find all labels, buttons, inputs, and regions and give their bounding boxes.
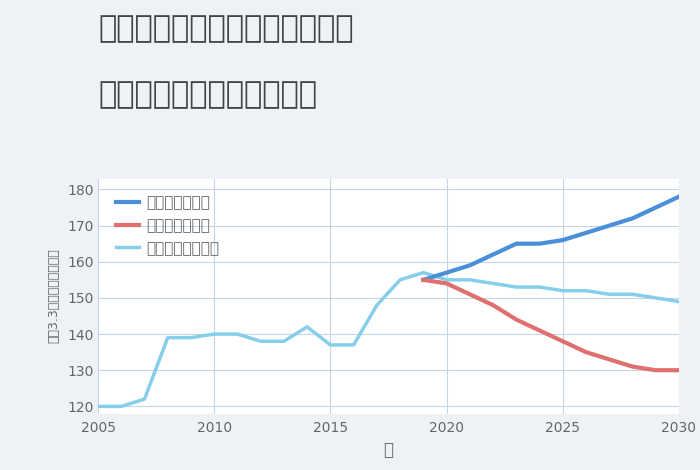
グッドシナリオ <box>605 223 613 228</box>
Legend: グッドシナリオ, バッドシナリオ, ノーマルシナリオ: グッドシナリオ, バッドシナリオ, ノーマルシナリオ <box>111 191 224 260</box>
グッドシナリオ <box>582 230 590 235</box>
グッドシナリオ <box>652 205 660 211</box>
ノーマルシナリオ <box>536 284 544 290</box>
グッドシナリオ <box>629 216 637 221</box>
ノーマルシナリオ <box>372 302 381 308</box>
バッドシナリオ <box>512 317 521 322</box>
ノーマルシナリオ <box>349 342 358 348</box>
ノーマルシナリオ <box>489 281 497 286</box>
グッドシナリオ <box>442 270 451 275</box>
バッドシナリオ <box>582 349 590 355</box>
ノーマルシナリオ <box>466 277 474 282</box>
ノーマルシナリオ <box>210 331 218 337</box>
グッドシナリオ <box>512 241 521 246</box>
ノーマルシナリオ <box>629 291 637 297</box>
グッドシナリオ <box>466 263 474 268</box>
ノーマルシナリオ <box>675 299 683 305</box>
Line: グッドシナリオ: グッドシナリオ <box>424 196 679 280</box>
ノーマルシナリオ <box>303 324 312 329</box>
ノーマルシナリオ <box>442 277 451 282</box>
バッドシナリオ <box>629 364 637 369</box>
ノーマルシナリオ <box>164 335 172 340</box>
バッドシナリオ <box>466 291 474 297</box>
グッドシナリオ <box>559 237 567 243</box>
グッドシナリオ <box>675 194 683 199</box>
バッドシナリオ <box>652 368 660 373</box>
バッドシナリオ <box>442 281 451 286</box>
ノーマルシナリオ <box>419 270 428 275</box>
ノーマルシナリオ <box>559 288 567 293</box>
X-axis label: 年: 年 <box>384 441 393 460</box>
ノーマルシナリオ <box>652 295 660 301</box>
グッドシナリオ <box>489 252 497 258</box>
Line: ノーマルシナリオ: ノーマルシナリオ <box>98 273 679 407</box>
ノーマルシナリオ <box>256 338 265 344</box>
ノーマルシナリオ <box>117 404 125 409</box>
ノーマルシナリオ <box>140 396 148 402</box>
バッドシナリオ <box>559 338 567 344</box>
Y-axis label: 平（3.3㎡）単価（万円）: 平（3.3㎡）単価（万円） <box>48 249 60 344</box>
グッドシナリオ <box>536 241 544 246</box>
Text: 中古マンションの価格推移: 中古マンションの価格推移 <box>98 80 317 109</box>
ノーマルシナリオ <box>233 331 242 337</box>
ノーマルシナリオ <box>187 335 195 340</box>
バッドシナリオ <box>489 302 497 308</box>
ノーマルシナリオ <box>582 288 590 293</box>
バッドシナリオ <box>419 277 428 282</box>
ノーマルシナリオ <box>396 277 405 282</box>
Text: 神奈川県横浜市緑区東本郷町の: 神奈川県横浜市緑区東本郷町の <box>98 14 354 43</box>
バッドシナリオ <box>605 357 613 362</box>
Line: バッドシナリオ: バッドシナリオ <box>424 280 679 370</box>
ノーマルシナリオ <box>512 284 521 290</box>
ノーマルシナリオ <box>94 404 102 409</box>
グッドシナリオ <box>419 277 428 282</box>
ノーマルシナリオ <box>280 338 288 344</box>
ノーマルシナリオ <box>605 291 613 297</box>
ノーマルシナリオ <box>326 342 335 348</box>
バッドシナリオ <box>536 328 544 333</box>
バッドシナリオ <box>675 368 683 373</box>
